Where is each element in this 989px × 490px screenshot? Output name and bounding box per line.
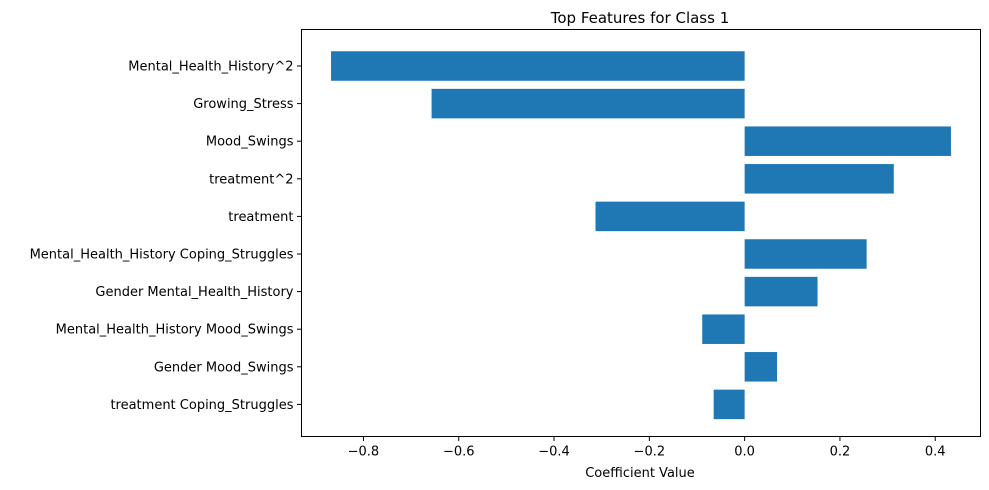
y-tick-label: treatment^2: [209, 172, 293, 187]
y-tick-labels: Mental_Health_History^2 Growing_Stress Moo…: [30, 60, 302, 413]
bar: [595, 201, 745, 232]
y-tick-label: Gender Mood_Swings: [154, 360, 294, 375]
y-tick-label: Mental_Health_History^2: [128, 60, 293, 75]
bar: [744, 276, 818, 307]
x-tick-label: −0.6: [443, 445, 475, 460]
y-tick-label: treatment Coping_Struggles: [110, 398, 293, 413]
y-tick-label: Gender Mental_Health_History: [95, 285, 293, 300]
x-tick-label: 0.2: [830, 445, 851, 460]
y-tick-label: treatment: [228, 210, 293, 225]
y-tick-label: Growing_Stress: [193, 97, 294, 112]
x-tick-label: 0.4: [925, 445, 946, 460]
bar: [331, 51, 745, 81]
y-tick-label: Mental_Health_History Coping_Struggles: [30, 248, 294, 263]
x-tick-label: −0.8: [348, 445, 380, 460]
x-tick-label: −0.2: [634, 445, 666, 460]
x-tick-label: −0.4: [538, 445, 570, 460]
bar: [744, 164, 894, 194]
chart-title: Top Features for Class 1: [550, 9, 730, 27]
y-tick-label: Mood_Swings: [206, 135, 294, 150]
bar: [744, 352, 778, 382]
bar: [702, 314, 745, 344]
y-tick-label: Mental_Health_History Mood_Swings: [56, 323, 294, 338]
x-tick-label: 0.0: [734, 445, 755, 460]
x-axis-label: Coefficient Value: [585, 466, 695, 481]
bar: [744, 239, 867, 269]
bar: [744, 126, 951, 156]
bars-group: [331, 51, 951, 420]
plot-frame: [301, 29, 981, 437]
bar: [713, 389, 745, 420]
bar: [431, 88, 745, 119]
x-tick-labels: −0.8 −0.6 −0.4 −0.2 0.0 0.2 0.4: [348, 436, 946, 460]
